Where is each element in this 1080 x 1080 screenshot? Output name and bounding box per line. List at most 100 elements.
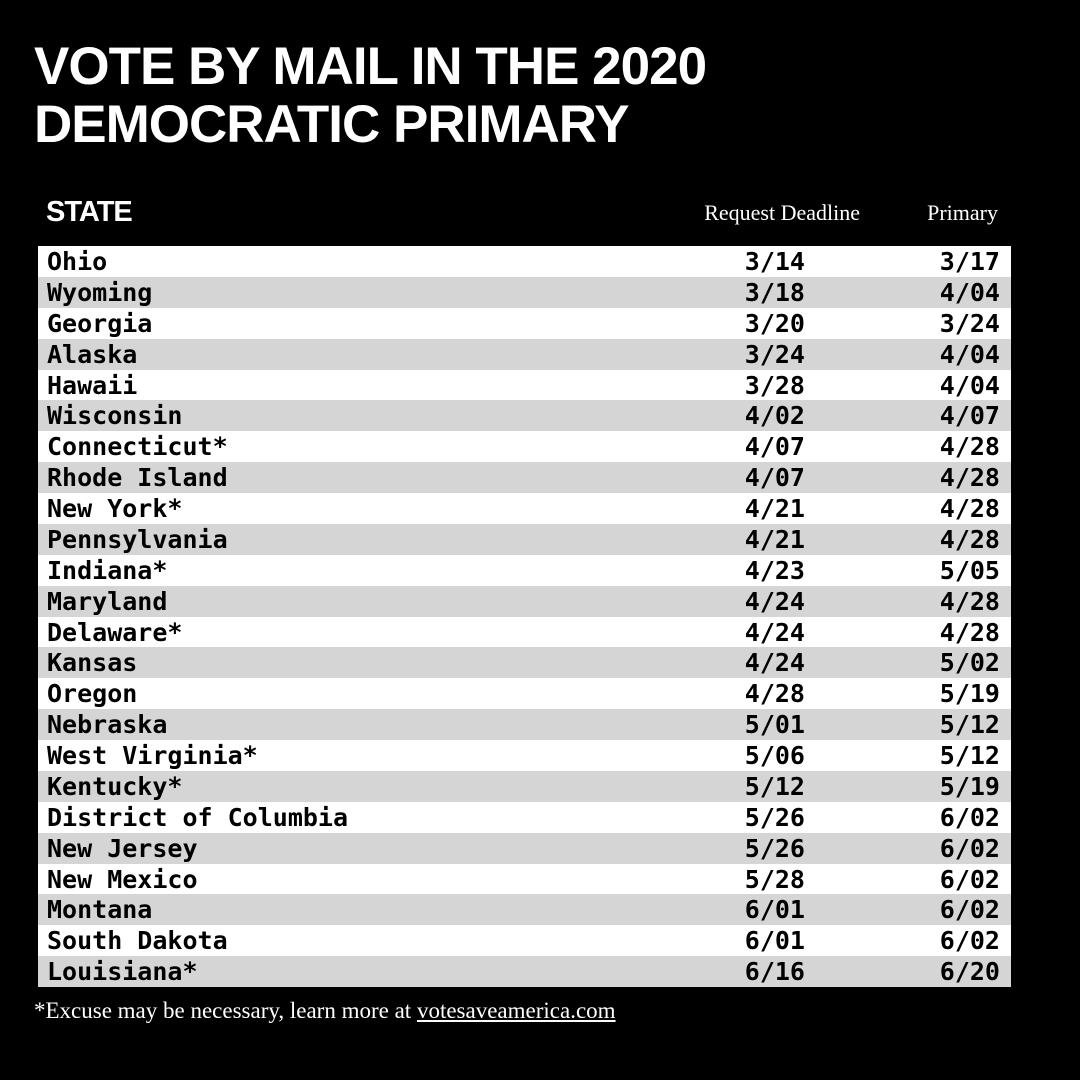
table-row: Alaska 3/24 4/04 (38, 338, 1011, 370)
table-row: Louisiana* 6/16 6/20 (38, 956, 1011, 987)
table-row: New York* 4/21 4/28 (38, 493, 1011, 524)
primary-date-cell: 3/24 (939, 308, 1000, 338)
table-row: Rhode Island 4/07 4/28 (38, 462, 1011, 493)
request-deadline-cell: 4/07 (744, 432, 805, 462)
primary-date-cell: 6/02 (939, 833, 1000, 863)
column-header-primary: Primary (927, 200, 998, 225)
state-cell: New Mexico (47, 864, 198, 894)
state-cell: Georgia (47, 308, 153, 338)
table-row: Wyoming 3/18 4/04 (38, 276, 1011, 308)
state-cell: Nebraska (47, 710, 168, 740)
state-cell: New York* (47, 494, 183, 523)
request-deadline-cell: 5/01 (744, 710, 805, 740)
table-row: Ohio 3/14 3/17 (38, 246, 1011, 277)
column-header-state: STATE (46, 196, 133, 228)
state-cell: Ohio (47, 247, 108, 276)
request-deadline-cell: 3/24 (744, 339, 805, 369)
state-cell: Wyoming (47, 277, 153, 307)
request-deadline-cell: 6/01 (744, 926, 805, 956)
state-cell: District of Columbia (47, 802, 349, 832)
request-deadline-cell: 3/28 (744, 370, 805, 400)
primary-date-cell: 6/20 (939, 957, 1000, 987)
request-deadline-cell: 5/26 (744, 802, 805, 832)
state-cell: Pennsylvania (47, 524, 228, 554)
primary-date-cell: 4/04 (939, 277, 1000, 307)
table-row: New Jersey 5/26 6/02 (38, 832, 1011, 864)
state-cell: Indiana* (47, 555, 168, 585)
table-row: Pennsylvania 4/21 4/28 (38, 523, 1011, 555)
primary-date-cell: 4/28 (939, 617, 1000, 647)
request-deadline-cell: 3/14 (744, 247, 805, 276)
request-deadline-cell: 4/21 (744, 494, 805, 523)
table-row: Nebraska 5/01 5/12 (38, 709, 1011, 740)
request-deadline-cell: 6/01 (744, 895, 805, 925)
state-cell: Rhode Island (47, 463, 228, 493)
request-deadline-cell: 4/24 (744, 648, 805, 678)
table-row: South Dakota 6/01 6/02 (38, 925, 1011, 957)
state-cell: South Dakota (47, 926, 228, 956)
request-deadline-cell: 4/24 (744, 617, 805, 647)
footnote-link[interactable]: votesaveamerica.com (416, 998, 616, 1023)
primary-date-cell: 6/02 (939, 864, 1000, 894)
primary-date-cell: 6/02 (939, 895, 1000, 925)
request-deadline-cell: 4/02 (744, 401, 805, 431)
state-cell: Delaware* (47, 617, 183, 647)
footnote-text: *Excuse may be necessary, learn more at (34, 998, 417, 1023)
table-row: Kansas 4/24 5/02 (38, 647, 1011, 679)
request-deadline-cell: 5/06 (744, 741, 805, 770)
request-deadline-cell: 4/28 (744, 679, 805, 709)
state-cell: Louisiana* (47, 957, 198, 987)
request-deadline-cell: 4/24 (744, 586, 805, 616)
state-cell: Montana (47, 895, 153, 925)
primary-date-cell: 5/19 (939, 771, 1000, 801)
state-cell: Kentucky* (47, 771, 183, 801)
primary-date-cell: 3/17 (939, 247, 1000, 276)
primary-date-cell: 5/12 (939, 710, 1000, 740)
primary-date-cell: 6/02 (939, 926, 1000, 956)
state-cell: Hawaii (47, 370, 138, 400)
primary-date-cell: 4/28 (939, 524, 1000, 554)
state-cell: Connecticut* (47, 432, 228, 462)
request-deadline-cell: 5/12 (744, 771, 805, 801)
table-row: Georgia 3/20 3/24 (38, 307, 1011, 339)
state-cell: Kansas (47, 648, 138, 678)
request-deadline-cell: 4/23 (744, 555, 805, 585)
request-deadline-cell: 6/16 (744, 957, 805, 987)
primary-date-cell: 5/02 (939, 648, 1000, 678)
primary-date-cell: 4/28 (939, 463, 1000, 493)
state-cell: Maryland (47, 586, 168, 616)
table-row: Kentucky* 5/12 5/19 (38, 770, 1011, 802)
table-row: Indiana* 4/23 5/05 (38, 554, 1011, 586)
state-cell: Oregon (47, 679, 138, 709)
request-deadline-cell: 4/21 (744, 524, 805, 554)
primary-date-cell: 6/02 (939, 802, 1000, 832)
state-cell: New Jersey (47, 833, 198, 863)
state-cell: Alaska (47, 339, 138, 369)
request-deadline-cell: 5/26 (744, 833, 805, 863)
request-deadline-cell: 3/20 (744, 308, 805, 338)
column-header-request-deadline: Request Deadline (704, 200, 860, 225)
primary-date-cell: 4/28 (939, 586, 1000, 616)
request-deadline-cell: 4/07 (744, 463, 805, 493)
table-row: Maryland 4/24 4/28 (38, 585, 1011, 617)
deadline-table: Ohio 3/14 3/17 Wyoming 3/18 4/04 Georgia 3/20 3/… (38, 246, 1011, 987)
table-row: District of Columbia 5/26 6/02 (38, 801, 1011, 833)
state-cell: West Virginia* (47, 741, 258, 770)
request-deadline-cell: 5/28 (744, 864, 805, 894)
primary-date-cell: 5/19 (939, 679, 1000, 709)
table-row: Montana 6/01 6/02 (38, 894, 1011, 926)
table-row: Hawaii 3/28 4/04 (38, 369, 1011, 401)
primary-date-cell: 4/28 (939, 494, 1000, 523)
request-deadline-cell: 3/18 (744, 277, 805, 307)
table-row: Delaware* 4/24 4/28 (38, 616, 1011, 648)
primary-date-cell: 4/04 (939, 339, 1000, 369)
page-title: VOTE BY MAIL IN THE 2020 DEMOCRATIC PRIM… (34, 37, 707, 154)
primary-date-cell: 4/04 (939, 370, 1000, 400)
primary-date-cell: 5/05 (939, 555, 1000, 585)
primary-date-cell: 4/07 (939, 401, 1000, 431)
table-row: Oregon 4/28 5/19 (38, 678, 1011, 710)
table-row: New Mexico 5/28 6/02 (38, 863, 1011, 895)
state-cell: Wisconsin (47, 401, 183, 431)
primary-date-cell: 5/12 (939, 741, 1000, 770)
table-row: West Virginia* 5/06 5/12 (38, 740, 1011, 771)
